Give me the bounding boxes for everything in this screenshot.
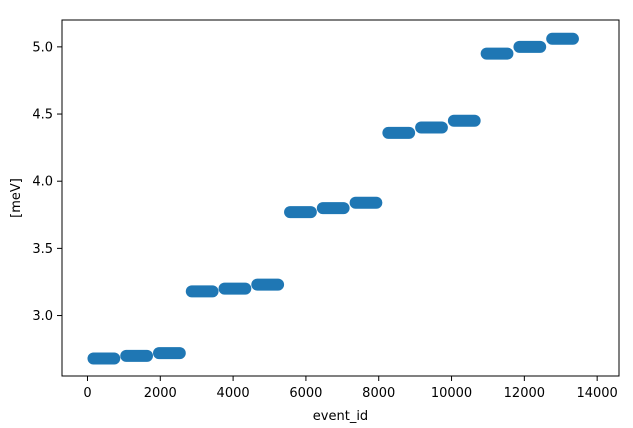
y-tick-label: 3.0 bbox=[32, 309, 53, 324]
marker-segment-12 bbox=[480, 47, 514, 60]
y-axis-label: [meV] bbox=[9, 178, 24, 218]
marker-band bbox=[349, 196, 383, 209]
y-tick-label: 3.5 bbox=[32, 242, 53, 257]
marker-band bbox=[87, 352, 121, 365]
y-tick-label: 4.5 bbox=[32, 108, 53, 123]
y-tick-label: 5.0 bbox=[32, 40, 53, 55]
marker-segment-9 bbox=[382, 126, 416, 139]
marker-segment-1 bbox=[120, 349, 154, 362]
x-axis-label: event_id bbox=[313, 409, 368, 424]
marker-band bbox=[382, 126, 416, 139]
marker-band bbox=[447, 114, 481, 127]
marker-segment-4 bbox=[218, 282, 252, 295]
marker-band bbox=[120, 349, 154, 362]
marker-segment-6 bbox=[284, 206, 317, 219]
marker-segment-14 bbox=[546, 32, 579, 45]
plot-frame bbox=[61, 19, 620, 377]
x-tick-label: 10000 bbox=[431, 386, 472, 401]
x-tick-label: 0 bbox=[83, 386, 91, 401]
y-tick-label: 4.0 bbox=[32, 175, 53, 190]
x-axis-ticks: 0 2000 4000 6000 8000 10000 12000 14000 bbox=[83, 376, 618, 401]
marker-segment-5 bbox=[251, 278, 285, 291]
marker-band bbox=[218, 282, 252, 295]
marker-segment-10 bbox=[415, 121, 448, 134]
marker-segment-13 bbox=[513, 40, 547, 53]
marker-band bbox=[284, 206, 317, 219]
marker-band bbox=[546, 32, 579, 45]
marker-band bbox=[513, 40, 547, 53]
marker-band bbox=[480, 47, 514, 60]
marker-segment-0 bbox=[87, 352, 121, 365]
x-tick-label: 14000 bbox=[576, 386, 617, 401]
x-tick-label: 12000 bbox=[504, 386, 545, 401]
x-tick-label: 2000 bbox=[144, 386, 177, 401]
marker-segment-2 bbox=[153, 347, 186, 360]
marker-segment-3 bbox=[185, 285, 219, 298]
data-markers bbox=[87, 32, 579, 365]
marker-band bbox=[415, 121, 448, 134]
marker-band bbox=[316, 202, 350, 215]
marker-segment-11 bbox=[447, 114, 481, 127]
marker-band bbox=[153, 347, 186, 360]
marker-band bbox=[185, 285, 219, 298]
x-tick-label: 8000 bbox=[362, 386, 395, 401]
x-tick-label: 6000 bbox=[289, 386, 322, 401]
y-axis-ticks: 3.0 3.5 4.0 4.5 5.0 bbox=[32, 40, 62, 324]
x-tick-label: 4000 bbox=[217, 386, 250, 401]
marker-segment-7 bbox=[316, 202, 350, 215]
marker-segment-8 bbox=[349, 196, 383, 209]
marker-band bbox=[251, 278, 285, 291]
